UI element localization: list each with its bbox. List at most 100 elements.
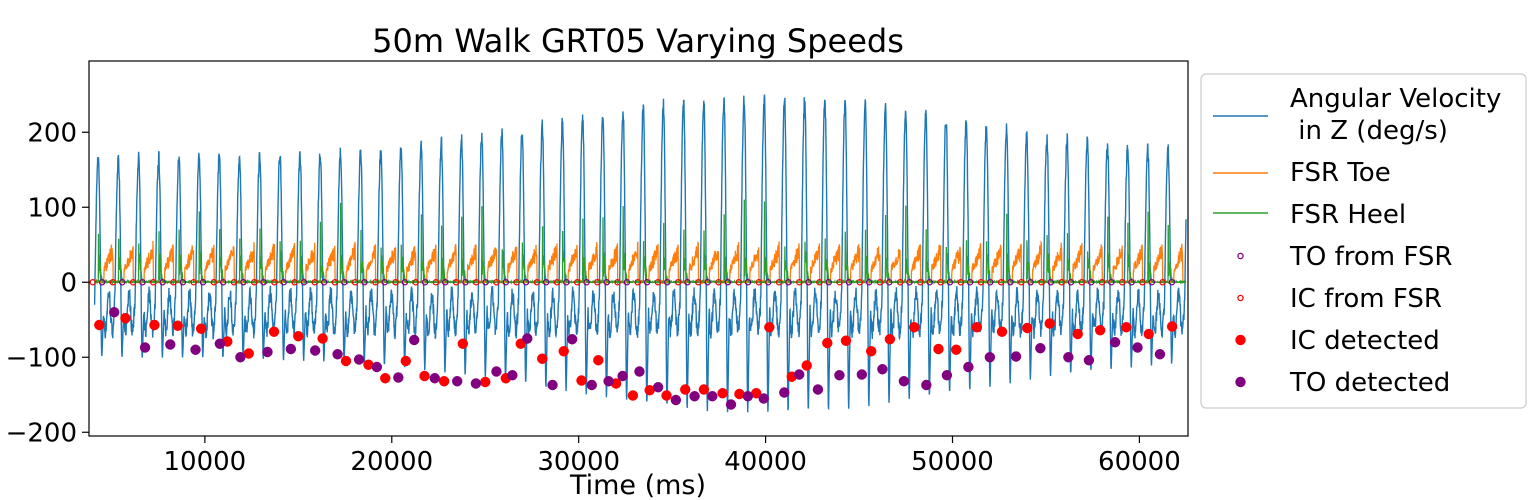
to-fsr-point xyxy=(704,278,711,286)
ic-detected-point xyxy=(400,355,412,367)
x-tick-label: 40000 xyxy=(724,447,807,477)
legend-label: IC from FSR xyxy=(1290,284,1442,314)
chart-title: 50m Walk GRT05 Varying Speeds xyxy=(372,22,904,60)
to-detected-point xyxy=(547,379,558,391)
to-fsr-point xyxy=(421,278,429,286)
ic-fsr-point xyxy=(695,278,702,286)
ic-fsr-point xyxy=(917,278,924,286)
to-detected-point xyxy=(707,391,718,402)
ic-fsr-point xyxy=(1098,278,1106,286)
x-tick-label: 60000 xyxy=(1098,447,1181,477)
to-fsr-point xyxy=(320,278,328,286)
legend-item: FSR Heel xyxy=(1213,200,1406,230)
ic-detected-point xyxy=(1143,328,1154,340)
to-detected-point xyxy=(1132,342,1143,353)
ic-fsr-point xyxy=(190,278,197,286)
ic-detected-point xyxy=(1044,318,1055,329)
to-fsr-point xyxy=(1168,278,1176,286)
to-detected-point xyxy=(409,334,420,346)
y-axis: −200 −100 0 100 200 xyxy=(6,118,89,448)
to-detected-point xyxy=(603,376,614,387)
ic-fsr-point xyxy=(1018,278,1025,286)
x-axis-title: Time (ms) xyxy=(569,470,706,500)
to-fsr-point xyxy=(886,278,893,286)
ic-detected-point xyxy=(1121,322,1132,333)
to-fsr-point xyxy=(966,278,974,286)
to-fsr-point xyxy=(563,278,570,286)
ic-detected-point xyxy=(751,388,762,399)
ic-fsr-point xyxy=(573,278,581,286)
ic-fsr-point xyxy=(1058,278,1065,286)
to-detected-point xyxy=(214,338,226,349)
ic-fsr-point xyxy=(109,278,117,286)
ic-fsr-point xyxy=(755,278,763,286)
to-detected-point xyxy=(1063,352,1074,363)
legend-label: FSR Toe xyxy=(1290,158,1391,188)
legend-label: TO detected xyxy=(1289,368,1450,398)
to-detected-point xyxy=(285,343,297,355)
ic-fsr-point xyxy=(89,278,96,286)
y-tick-label: 200 xyxy=(27,118,77,148)
to-fsr-point xyxy=(1108,278,1115,286)
ic-fsr-point xyxy=(351,278,359,286)
x-tick-label: 10000 xyxy=(164,447,247,477)
ic-detected-point xyxy=(698,384,710,395)
to-fsr-point xyxy=(260,278,267,286)
to-fsr-point xyxy=(1047,278,1055,286)
ic-fsr-point xyxy=(654,278,662,286)
to-fsr-point xyxy=(381,278,388,286)
to-detected-point xyxy=(921,379,932,391)
ic-fsr-point xyxy=(513,278,520,286)
to-fsr-point xyxy=(744,278,752,286)
ic-fsr-point xyxy=(1159,278,1166,286)
to-fsr-point xyxy=(764,278,772,286)
ic-detected-point xyxy=(380,373,391,384)
ic-detected-point xyxy=(865,346,877,357)
series-angular-velocity xyxy=(93,94,1187,413)
to-detected-point xyxy=(393,372,404,383)
plot-area xyxy=(89,94,1187,413)
to-detected-point xyxy=(371,361,383,373)
to-detected-point xyxy=(984,352,996,363)
ic-detected-point xyxy=(480,376,491,388)
to-detected-point xyxy=(507,370,518,381)
ic-fsr-point xyxy=(271,278,278,286)
to-detected-point xyxy=(779,387,790,398)
ic-fsr-point xyxy=(372,278,379,286)
to-detected-point xyxy=(262,346,273,358)
to-fsr-point xyxy=(139,278,146,286)
to-detected-point xyxy=(1154,349,1166,360)
ic-detected-point xyxy=(933,343,944,355)
ic-detected-point xyxy=(120,313,131,324)
legend-item: TO from FSR xyxy=(1237,242,1452,272)
to-fsr-point xyxy=(1027,278,1034,286)
to-detected-point xyxy=(898,376,910,387)
ic-fsr-point xyxy=(210,278,218,286)
to-detected-point xyxy=(794,369,805,380)
ic-fsr-point xyxy=(452,278,460,286)
to-fsr-point xyxy=(280,278,288,286)
to-detected-point xyxy=(689,391,700,402)
ic-detected-point xyxy=(537,353,548,364)
to-fsr-point xyxy=(300,278,308,286)
to-fsr-point xyxy=(664,278,671,286)
to-detected-point xyxy=(941,370,953,381)
ic-detected-point xyxy=(576,375,587,386)
ic-fsr-point xyxy=(715,278,722,286)
ic-fsr-point xyxy=(432,278,440,286)
to-fsr-point xyxy=(199,278,207,286)
ic-detected-point xyxy=(971,322,982,333)
legend-swatch xyxy=(1235,376,1246,388)
to-fsr-point xyxy=(98,278,106,286)
ic-fsr-point xyxy=(150,278,157,286)
to-fsr-point xyxy=(603,278,610,286)
ic-fsr-point xyxy=(1118,278,1126,286)
to-detected-point xyxy=(109,307,120,318)
ic-detected-point xyxy=(680,384,691,395)
to-detected-point xyxy=(190,344,201,355)
legend-label: TO from FSR xyxy=(1289,242,1452,272)
to-fsr-point xyxy=(401,278,409,286)
to-fsr-point xyxy=(684,278,691,286)
ic-fsr-point xyxy=(836,278,843,286)
